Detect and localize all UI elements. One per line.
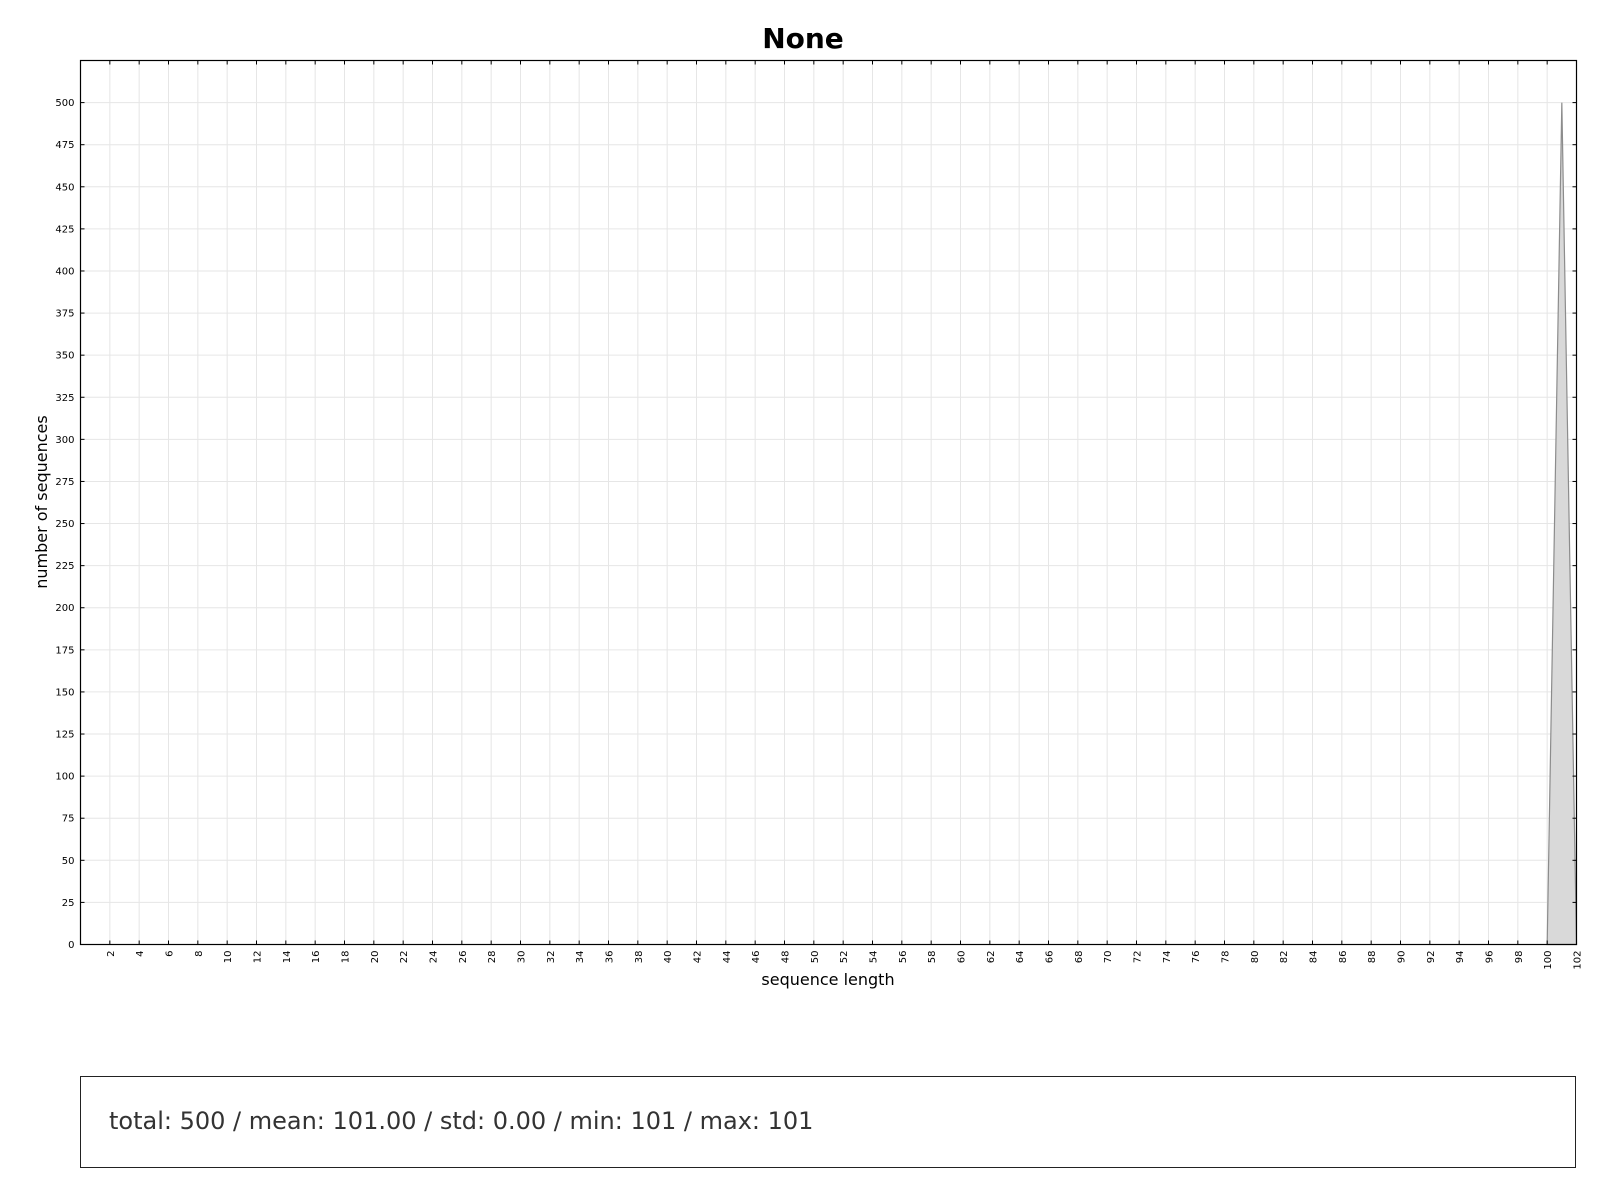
x-tick-label: 34 (575, 951, 586, 964)
x-axis-label: sequence length (761, 970, 894, 989)
x-tick-label: 8 (194, 951, 205, 957)
y-tick-label: 25 (62, 898, 75, 909)
stats-summary: total: 500 / mean: 101.00 / std: 0.00 / … (109, 1107, 814, 1135)
x-tick-label: 28 (487, 951, 498, 964)
x-tick-label: 54 (869, 951, 880, 964)
y-tick-label: 75 (62, 814, 75, 825)
y-tick-label: 475 (55, 140, 74, 151)
y-tick-label: 350 (55, 351, 74, 362)
x-tick-label: 76 (1191, 951, 1202, 964)
tick-label-layer: 2 4 6 8 10 12 14 16 18 20 22 24 26 28 30 32 34 36 38 40 42 44… (55, 98, 1583, 969)
y-axis-label: number of sequences (32, 415, 51, 588)
x-tick-label: 66 (1045, 951, 1056, 964)
y-tick-label: 275 (55, 477, 74, 488)
x-tick-label: 12 (253, 951, 264, 964)
y-tick-label: 175 (55, 645, 74, 656)
plot-frame (79, 59, 1578, 946)
x-tick-label: 32 (546, 951, 557, 964)
chart-title: None (762, 22, 844, 55)
y-tick-label: 400 (55, 266, 74, 277)
y-tick-label: 100 (55, 772, 74, 783)
y-tick-label: 150 (55, 687, 74, 698)
x-tick-label: 80 (1250, 951, 1261, 964)
x-tick-label: 64 (1015, 951, 1026, 964)
y-tick-label: 200 (55, 603, 74, 614)
x-tick-label: 98 (1514, 951, 1525, 964)
x-tick-label: 24 (429, 951, 440, 964)
x-tick-label: 86 (1338, 951, 1349, 964)
x-tick-label: 78 (1221, 951, 1232, 964)
x-tick-label: 70 (1103, 951, 1114, 964)
x-tick-label: 18 (341, 951, 352, 964)
x-tick-label: 22 (399, 951, 410, 964)
grid-layer (80, 60, 1577, 945)
x-tick-label: 48 (781, 951, 792, 964)
x-tick-label: 82 (1279, 951, 1290, 964)
y-tick-label: 125 (55, 730, 74, 741)
x-tick-label: 90 (1397, 951, 1408, 964)
x-tick-label: 38 (634, 951, 645, 964)
x-tick-label: 74 (1162, 951, 1173, 964)
x-tick-label: 62 (986, 951, 997, 964)
tick-layer (80, 60, 1577, 945)
x-tick-label: 30 (517, 951, 528, 964)
y-tick-label: 325 (55, 393, 74, 404)
y-tick-label: 250 (55, 519, 74, 530)
x-tick-label: 2 (106, 951, 117, 957)
x-tick-label: 50 (810, 951, 821, 964)
x-tick-label: 46 (751, 951, 762, 964)
x-tick-label: 16 (311, 951, 322, 964)
x-tick-label: 102 (1573, 951, 1584, 970)
x-tick-label: 84 (1309, 951, 1320, 964)
y-tick-label: 0 (68, 940, 74, 951)
x-tick-label: 60 (957, 951, 968, 964)
x-tick-label: 58 (927, 951, 938, 964)
x-tick-label: 52 (839, 951, 850, 964)
x-tick-label: 44 (722, 951, 733, 964)
y-tick-label: 300 (55, 435, 74, 446)
stats-box: total: 500 / mean: 101.00 / std: 0.00 / … (80, 1076, 1576, 1168)
x-tick-label: 36 (605, 951, 616, 964)
x-tick-label: 4 (135, 951, 146, 957)
x-tick-label: 20 (370, 951, 381, 964)
x-tick-label: 68 (1074, 951, 1085, 964)
x-tick-label: 100 (1543, 951, 1554, 970)
y-tick-label: 450 (55, 182, 74, 193)
x-tick-label: 94 (1455, 951, 1466, 964)
x-tick-label: 92 (1426, 951, 1437, 964)
x-tick-label: 6 (165, 951, 176, 957)
x-tick-label: 42 (693, 951, 704, 964)
x-tick-label: 96 (1485, 951, 1496, 964)
x-tick-label: 56 (898, 951, 909, 964)
x-tick-label: 26 (458, 951, 469, 964)
x-tick-label: 88 (1367, 951, 1378, 964)
y-tick-label: 50 (62, 856, 75, 867)
x-tick-label: 72 (1133, 951, 1144, 964)
y-tick-label: 425 (55, 224, 74, 235)
y-tick-label: 500 (55, 98, 74, 109)
x-tick-label: 10 (223, 951, 234, 964)
x-tick-label: 40 (663, 951, 674, 964)
y-tick-label: 375 (55, 309, 74, 320)
x-tick-label: 14 (282, 951, 293, 964)
y-tick-label: 225 (55, 561, 74, 572)
